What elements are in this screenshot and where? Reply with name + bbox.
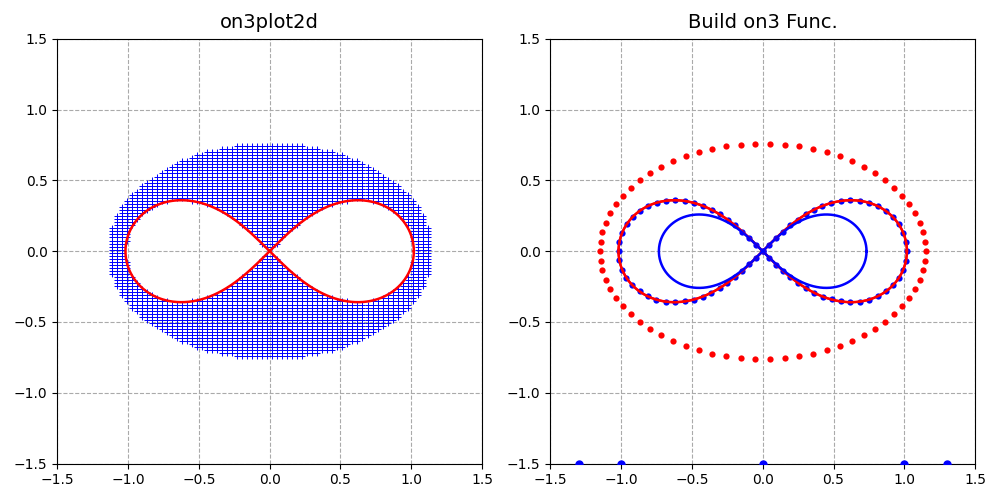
Title: on3plot2d: on3plot2d — [220, 12, 319, 32]
Title: Build on3 Func.: Build on3 Func. — [688, 12, 838, 32]
